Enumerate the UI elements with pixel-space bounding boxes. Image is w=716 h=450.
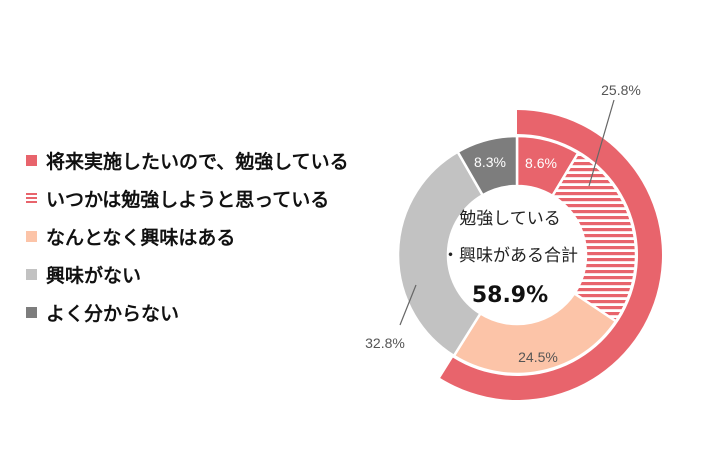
outer-ring-combined (440, 110, 662, 400)
legend-item-dont-know: よく分からない (26, 293, 349, 331)
donut-slice-5 (456, 134, 519, 197)
legend-swatch-solid-red (26, 154, 37, 166)
legend-item-plan-to-study: いつかは勉強しようと思っている (26, 179, 349, 217)
legend-swatch-striped-red (26, 192, 37, 204)
donut-slice-2 (550, 151, 638, 324)
legend-swatch-dark-gray (26, 306, 37, 318)
legend-label: いつかは勉強しようと思っている (46, 188, 330, 211)
center-caption-line2: ・興味がある合計 (442, 246, 578, 266)
center-total-value: 58.9% (471, 283, 549, 308)
legend-swatch-peach (26, 230, 37, 242)
slice-value-label-3: 24.5% (518, 349, 558, 365)
legend-label: なんとなく興味はある (46, 226, 236, 249)
donut-slice-3 (452, 291, 618, 376)
legend-item-not-interested: 興味がない (26, 255, 349, 293)
legend-label: 興味がない (46, 264, 142, 287)
slice-value-label-1: 8.6% (525, 155, 557, 171)
legend-label: 将来実施したいので、勉強している (46, 150, 349, 173)
slice-value-label-5: 8.3% (474, 154, 506, 170)
legend-swatch-light-gray (26, 268, 37, 280)
legend-item-somewhat-interested: なんとなく興味はある (26, 217, 349, 255)
legend-label: よく分からない (46, 302, 180, 325)
leader-line-2 (588, 99, 615, 187)
center-caption-line1: 勉強している (459, 209, 561, 229)
slice-value-label-4: 32.8% (365, 335, 405, 351)
legend-item-studying: 将来実施したいので、勉強している (26, 141, 349, 179)
donut-slice-4 (396, 150, 485, 358)
slice-value-label-2: 25.8% (601, 82, 641, 98)
legend: 将来実施したいので、勉強している いつかは勉強しようと思っている なんとなく興味… (26, 141, 349, 331)
leader-line-4 (399, 284, 417, 326)
